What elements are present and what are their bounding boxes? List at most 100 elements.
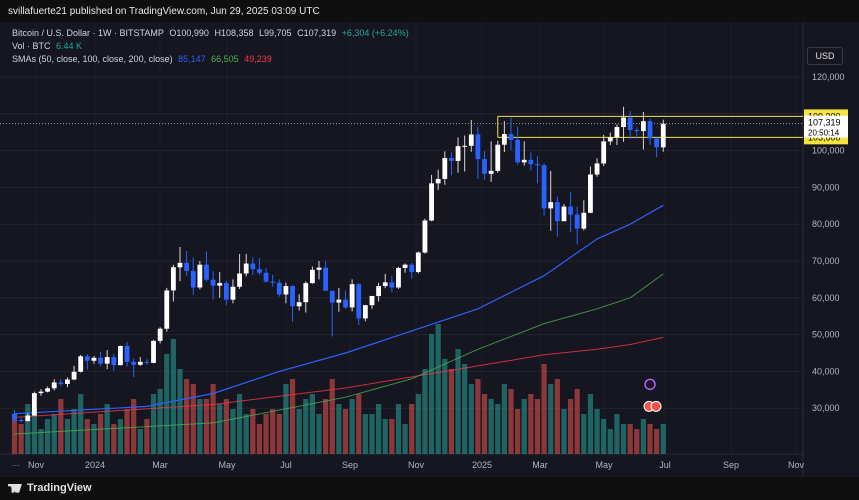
sma50-value: 85,147 [178,54,206,64]
currency-button[interactable]: USD [807,47,843,65]
volume-bar [594,409,600,454]
volume-bar [84,419,90,454]
symbol-legend[interactable]: Bitcoin / U.S. Dollar · 1W · BITSTAMP O1… [12,28,412,38]
candle-body [204,264,209,280]
candle-body [71,371,77,380]
candle-body [515,139,521,163]
volume-bar [475,379,481,454]
volume-bar [409,404,415,454]
volume-bar [541,364,547,454]
candle-body [521,159,527,163]
volume-bar [660,424,666,454]
candle-body [369,295,375,306]
volume-bar [131,399,137,454]
more-indicator[interactable]: ... [12,458,20,468]
volume-bar [117,419,124,454]
candle-body [495,144,501,171]
top-bar: svillafuerte21 published on TradingView.… [0,0,859,22]
volume-bar [342,409,349,454]
volume-bar [395,404,402,454]
open-value: 100,990 [176,28,209,38]
candle-body [243,263,249,274]
candle-body [607,137,613,142]
candle-body [303,283,309,303]
candle-body [184,262,190,271]
candle-body [223,283,229,300]
price-chart[interactable]: 120,000110,000100,00090,00080,00070,0006… [0,22,859,477]
volume-legend[interactable]: Vol · BTC 6.44 K [12,41,85,51]
volume-bar [78,394,84,454]
volume-bar [435,324,441,454]
tradingview-mark-icon [8,483,22,493]
volume-bar [607,429,613,454]
candle-body [137,361,143,365]
candle-body [349,284,355,308]
candle-body [38,391,44,394]
flag-marker-icon[interactable] [650,400,662,412]
volume-bar [561,409,567,454]
volume-bar [150,394,157,454]
countdown-label: 20:50:14 [808,129,840,138]
candle-body [323,267,329,291]
volume-bar [428,334,435,454]
candle-body [45,388,50,392]
x-tick-label: Sep [723,460,739,470]
candle-body [409,264,415,273]
candle-body [25,415,31,422]
candle-body [210,279,216,286]
volume-bar [177,369,183,454]
candle-body [124,346,130,362]
x-tick-label: Jul [280,460,292,470]
x-tick-label: Jul [659,460,671,470]
candle-body [131,361,137,365]
volume-bar [468,384,474,454]
volume-bar [508,389,514,454]
candle-body [144,361,150,363]
y-tick-label: 70,000 [812,256,840,266]
x-tick-label: May [218,460,236,470]
candle-body [627,117,633,130]
candle-body [508,134,514,140]
candle-body [84,356,90,361]
event-marker-icon[interactable] [644,378,656,391]
volume-bar [495,404,501,454]
candle-body [177,262,183,268]
y-tick-label: 80,000 [812,219,840,229]
brand-name: TradingView [27,482,92,494]
candle-body [164,290,170,329]
volume-bar [481,394,488,454]
volume-bar [654,429,660,454]
volume-bar [422,369,428,454]
candle-body [316,267,322,270]
volume-bar [31,409,37,454]
volume-bar [521,399,527,454]
volume-bar [323,399,329,454]
volume-bar [137,429,143,454]
candle-body [98,357,103,364]
y-tick-label: 60,000 [812,293,840,303]
volume-bar [97,414,104,454]
volume-bar [620,424,627,454]
volume-bar [455,349,461,454]
close-value: 107,319 [303,28,337,38]
candle-body [250,263,256,270]
volume-bar [230,409,236,454]
candle-body [475,134,481,160]
candle-body [435,178,441,184]
volume-bar [157,389,163,454]
sma-legend[interactable]: SMAs (50, close, 100, close, 200, close)… [12,54,275,64]
x-tick-label: Mar [532,460,548,470]
candle-body [482,159,487,174]
volume-bar [124,409,130,454]
candle-body [270,281,276,283]
low-label: L [259,28,265,38]
publisher-line: svillafuerte21 published on TradingView.… [8,6,320,17]
volume-bar [567,399,574,454]
volume-bar [448,369,455,454]
candle-body [151,340,156,363]
tradingview-logo[interactable]: TradingView [8,482,92,494]
candle-body [111,357,117,366]
chart-frame[interactable]: 120,000110,000100,00090,00080,00070,0006… [0,22,859,477]
volume-bar [270,409,276,454]
volume-bar [170,339,176,454]
